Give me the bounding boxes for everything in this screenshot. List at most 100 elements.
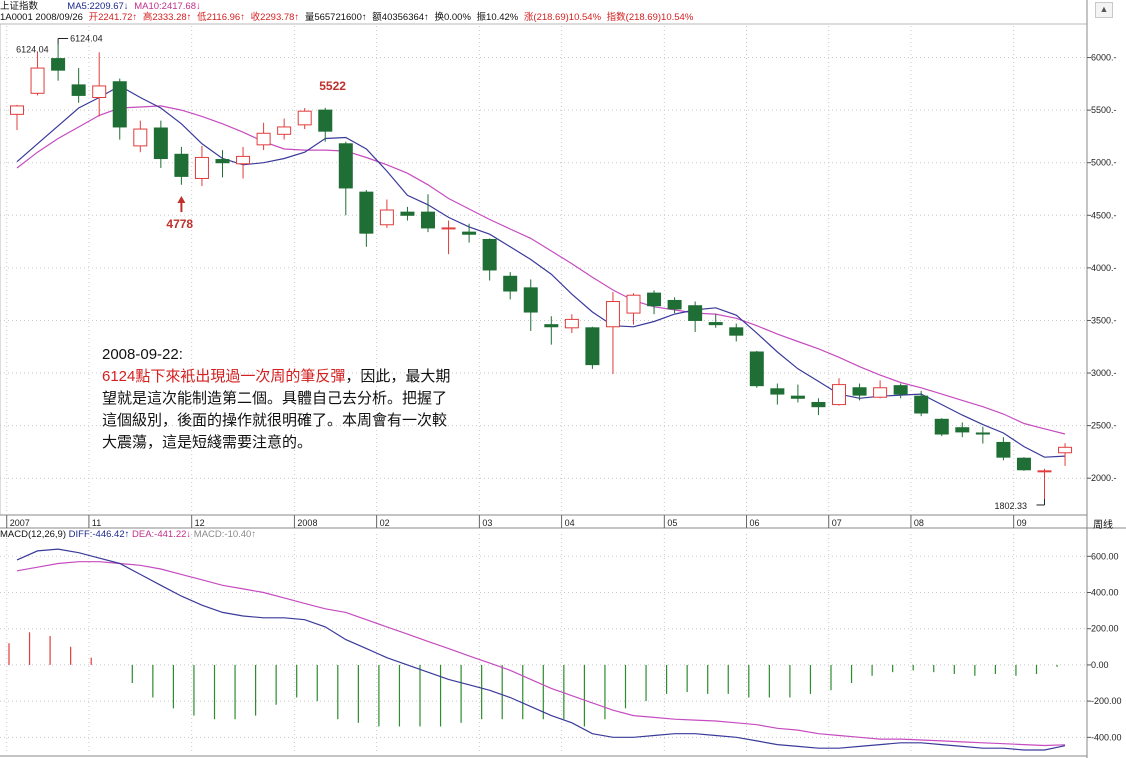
- amplitude-value: 振10.42%: [476, 12, 519, 23]
- time-tick-label: 11: [92, 518, 101, 528]
- time-tick-label: 06: [750, 518, 760, 528]
- time-tick-label: 07: [832, 518, 842, 528]
- candle-up: [605, 301, 620, 328]
- candle-down: [893, 385, 908, 395]
- ma10-line: [16, 105, 1066, 435]
- index-change-value: 指数(218.69)10.54%: [606, 12, 694, 23]
- change-value: 涨(218.69)10.54%: [523, 12, 602, 23]
- candle-down: [421, 211, 435, 229]
- amount-value: 额40356364↑: [372, 12, 429, 23]
- candle-down: [482, 238, 497, 271]
- price-tick-label: 3000.-: [1091, 368, 1117, 378]
- diff-line: [16, 548, 1066, 751]
- macd-dea: DEA:-441.22↓: [132, 529, 192, 540]
- high-marker-label: 6124.04: [70, 34, 103, 44]
- candle-down: [174, 153, 189, 177]
- candle-down: [318, 109, 333, 132]
- candle-up: [873, 387, 888, 398]
- candle-down: [975, 432, 990, 435]
- low-point-label: 4778: [166, 217, 193, 231]
- time-tick-label: 05: [667, 518, 677, 528]
- candle-up: [133, 128, 148, 147]
- candle-down: [503, 275, 518, 292]
- macd-title: MACD(12,26,9): [0, 529, 66, 540]
- candle-down: [215, 159, 230, 164]
- candle-down: [51, 58, 66, 71]
- candle-up: [832, 384, 846, 406]
- ma5-readout: MA5:2209.67↓: [67, 1, 129, 12]
- candle-up: [277, 126, 292, 135]
- macd-tick-label: 400.00: [1091, 588, 1119, 598]
- time-tick-label: 2008: [297, 518, 317, 528]
- candle-down: [400, 211, 415, 216]
- price-tick-label: 3500.-: [1091, 315, 1117, 325]
- candle-down: [790, 395, 805, 399]
- candle-down: [749, 351, 764, 387]
- price-tick-label: 6000.-: [1091, 53, 1117, 63]
- time-tick-label: 09: [1017, 518, 1027, 528]
- scroll-up-button[interactable]: ▲: [1095, 2, 1113, 18]
- candle-down: [688, 305, 703, 321]
- time-tick-label: 2007: [10, 518, 30, 528]
- candle-down: [729, 327, 744, 336]
- note-highlight: 6124點下來衹出現過一次周的筆反彈: [102, 368, 346, 385]
- candle-down: [934, 418, 949, 435]
- candle-up: [10, 105, 24, 115]
- candle-down: [955, 427, 970, 433]
- turnover-value: 换0.00%: [434, 12, 471, 23]
- close-value: 收2293.78↑: [250, 12, 300, 23]
- note-date: 2008-09-22:: [102, 346, 183, 363]
- open-value: 开2241.72↑: [88, 12, 138, 23]
- chart-header-line1: 上证指数 MA5:2209.67↓ MA10:2417.68↓: [0, 1, 204, 13]
- price-tick-label: 2000.-: [1091, 473, 1117, 483]
- time-tick-label: 03: [482, 518, 492, 528]
- candle-up: [1037, 470, 1052, 473]
- candle-down: [667, 299, 682, 310]
- candle-down: [852, 387, 867, 396]
- candle-down: [153, 127, 168, 160]
- time-tick-label: 02: [380, 518, 390, 528]
- candle-down: [544, 324, 559, 328]
- candle-up: [1058, 446, 1073, 454]
- candle-down: [708, 322, 723, 326]
- price-tick-label: 5000.-: [1091, 158, 1117, 168]
- macd-tick-label: 0.00: [1091, 660, 1109, 670]
- candle-up: [441, 227, 456, 230]
- candle-down: [71, 84, 86, 96]
- price-tick-label: 2500.-: [1091, 421, 1117, 431]
- chart-header-line2: 1A0001 2008/09/26 开2241.72↑ 高2333.28↑ 低2…: [0, 12, 696, 24]
- candle-up: [256, 132, 271, 146]
- index-name: 上证指数: [0, 1, 39, 12]
- low-value: 低2116.96↑: [197, 12, 245, 23]
- ma10-readout: MA10:2417.68↓: [134, 1, 201, 12]
- period-label: 周线: [1093, 520, 1113, 531]
- candle-down: [770, 388, 785, 395]
- macd-header: MACD(12,26,9) DIFF:-446.42↑ DEA:-441.22↓…: [0, 529, 256, 541]
- candle-down: [585, 327, 600, 366]
- candle-down: [462, 231, 477, 235]
- candle-up: [92, 85, 107, 99]
- candle-up: [194, 156, 209, 179]
- note-line2-rest: ，因此，最大期: [345, 368, 451, 385]
- macd-tick-label: -400.00: [1091, 732, 1122, 742]
- candle-down: [359, 191, 374, 234]
- candle-up: [297, 110, 312, 126]
- volume-value: 量565721600↑: [304, 12, 367, 23]
- price-tick-label: 4500.-: [1091, 210, 1117, 220]
- candle-down: [914, 395, 929, 414]
- candle-up: [30, 67, 45, 94]
- candle-up: [379, 209, 394, 226]
- note-line4: 這個級別，後面的操作就很明確了。本周會有一次較: [102, 412, 448, 429]
- candle-down: [647, 292, 662, 307]
- candle-down: [523, 287, 538, 313]
- candle-down: [338, 143, 353, 189]
- candle-down: [811, 401, 826, 408]
- ma5-line: [16, 85, 1066, 458]
- macd-value: MACD:-10.40↑: [193, 529, 257, 540]
- arrow-head: [177, 196, 186, 204]
- candle-down: [996, 441, 1011, 458]
- high-value-label: 6124.04: [16, 45, 49, 55]
- macd-tick-label: 600.00: [1091, 551, 1119, 561]
- candle-down: [112, 81, 127, 128]
